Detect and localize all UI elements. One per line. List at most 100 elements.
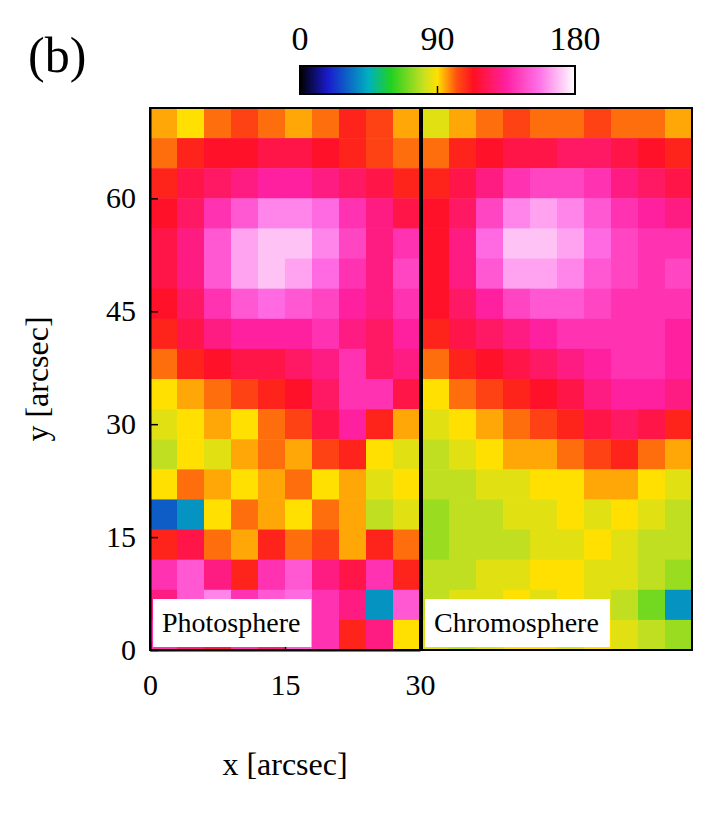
panel-title: Chromosphere bbox=[425, 599, 610, 647]
cell bbox=[393, 349, 420, 380]
cell bbox=[638, 289, 666, 320]
x-tick-label: 30 bbox=[406, 668, 436, 701]
cell bbox=[638, 349, 666, 380]
cell bbox=[150, 499, 178, 530]
cell bbox=[503, 560, 531, 591]
cell bbox=[449, 138, 477, 169]
y-tick-label: 45 bbox=[106, 294, 136, 327]
cell bbox=[611, 530, 639, 561]
cell bbox=[366, 108, 394, 139]
cell bbox=[422, 259, 450, 290]
cell bbox=[312, 560, 340, 591]
cell bbox=[449, 168, 477, 199]
cell bbox=[393, 409, 420, 440]
y-tick-label: 15 bbox=[106, 520, 136, 553]
cell bbox=[258, 349, 286, 380]
cell bbox=[312, 590, 340, 621]
cell bbox=[665, 439, 692, 470]
cell bbox=[285, 108, 313, 139]
x-tick: 15 bbox=[271, 642, 301, 701]
cell bbox=[476, 168, 504, 199]
cell bbox=[393, 379, 420, 410]
cell bbox=[312, 228, 340, 259]
cell bbox=[312, 108, 340, 139]
cell bbox=[530, 530, 558, 561]
cell bbox=[177, 409, 205, 440]
cell bbox=[366, 379, 394, 410]
cell bbox=[312, 620, 340, 650]
cell bbox=[584, 259, 612, 290]
cell bbox=[312, 469, 340, 500]
cell bbox=[177, 469, 205, 500]
cell bbox=[150, 289, 178, 320]
cell bbox=[530, 228, 558, 259]
cell bbox=[339, 138, 367, 169]
colorbar-tick-label: 90 bbox=[421, 20, 455, 57]
cell bbox=[258, 168, 286, 199]
cell bbox=[204, 469, 232, 500]
cell bbox=[150, 198, 178, 229]
cell bbox=[638, 198, 666, 229]
colorbar-tick bbox=[299, 86, 301, 94]
cell bbox=[204, 349, 232, 380]
cell bbox=[449, 379, 477, 410]
colorbar: 090180 bbox=[292, 20, 601, 94]
cell bbox=[557, 289, 585, 320]
cell bbox=[503, 138, 531, 169]
cell bbox=[422, 499, 450, 530]
cell bbox=[665, 198, 692, 229]
cell bbox=[530, 439, 558, 470]
cell bbox=[557, 379, 585, 410]
cell bbox=[339, 499, 367, 530]
cell bbox=[503, 439, 531, 470]
cell bbox=[204, 168, 232, 199]
cell bbox=[285, 439, 313, 470]
panel-title-text: Photosphere bbox=[162, 607, 300, 638]
figure: 01530015304560Photospherex [arcsec]y [ar… bbox=[0, 0, 716, 826]
y-tick: 15 bbox=[106, 520, 158, 553]
cell bbox=[339, 560, 367, 591]
cell bbox=[611, 379, 639, 410]
cell bbox=[285, 289, 313, 320]
cell bbox=[312, 289, 340, 320]
cell bbox=[530, 108, 558, 139]
cell bbox=[530, 138, 558, 169]
cell bbox=[449, 560, 477, 591]
cell bbox=[393, 560, 420, 591]
cell bbox=[366, 198, 394, 229]
cell bbox=[150, 560, 178, 591]
cell bbox=[611, 620, 639, 650]
cell bbox=[503, 319, 531, 350]
cell bbox=[611, 439, 639, 470]
cell bbox=[476, 289, 504, 320]
cell bbox=[449, 289, 477, 320]
cell bbox=[530, 259, 558, 290]
cell bbox=[177, 108, 205, 139]
colorbar-gradient bbox=[300, 66, 575, 94]
cell bbox=[231, 289, 259, 320]
cell bbox=[366, 168, 394, 199]
cell bbox=[422, 108, 450, 139]
cell bbox=[638, 530, 666, 561]
cell bbox=[476, 409, 504, 440]
cell bbox=[422, 560, 450, 591]
cell bbox=[312, 259, 340, 290]
cell bbox=[476, 319, 504, 350]
cell bbox=[150, 138, 178, 169]
cell bbox=[312, 499, 340, 530]
cell bbox=[665, 228, 692, 259]
panel-title-text: Chromosphere bbox=[434, 607, 599, 638]
cell bbox=[312, 349, 340, 380]
cell bbox=[503, 168, 531, 199]
cell bbox=[665, 168, 692, 199]
cell bbox=[611, 228, 639, 259]
cell bbox=[449, 259, 477, 290]
cell bbox=[393, 289, 420, 320]
cell bbox=[150, 259, 178, 290]
cell bbox=[393, 108, 420, 139]
cell bbox=[258, 439, 286, 470]
cell bbox=[366, 620, 394, 650]
plot-frame bbox=[422, 108, 692, 650]
y-tick-mark bbox=[150, 650, 158, 652]
cell bbox=[285, 469, 313, 500]
